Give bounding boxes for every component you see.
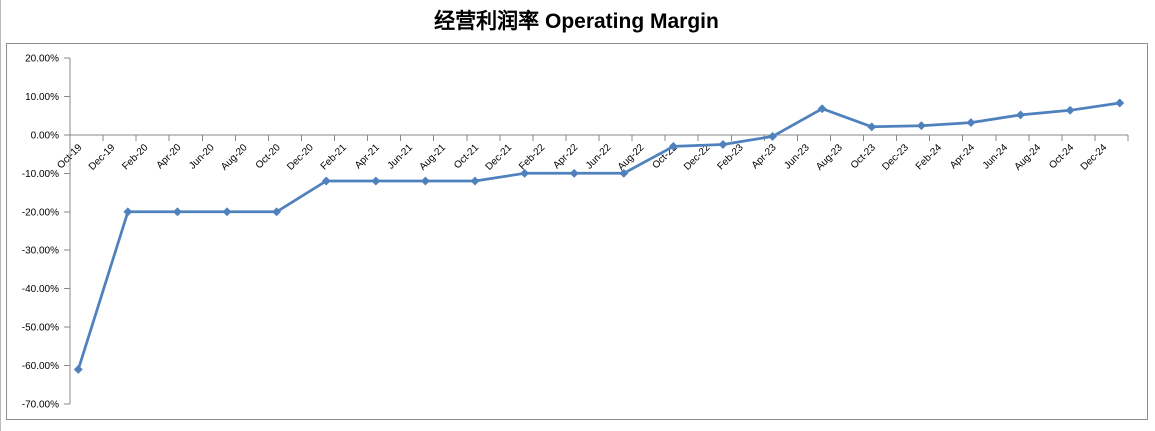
y-axis-tick-label: -10.00%: [22, 169, 59, 180]
sheet-edge-line: [0, 0, 1, 431]
x-axis: Oct-19 Dec-19 Feb-20 Apr-20 Jun-20 Aug-20 Oct-…: [55, 134, 1129, 173]
data-point-marker: [916, 121, 926, 131]
y-axis-tick-label: -30.00%: [22, 246, 59, 257]
x-axis-tick-label: Jun-22: [584, 142, 614, 172]
data-point-marker: [222, 207, 232, 217]
x-axis-tick-label: Jun-20: [187, 142, 217, 172]
x-axis-tick-label: Dec-23: [880, 142, 911, 173]
y-axis-tick-label: 0.00%: [31, 130, 59, 141]
chart-title: 经营利润率 Operating Margin: [434, 10, 719, 33]
x-axis-tick-label: Feb-23: [715, 142, 745, 172]
x-axis-tick-label: Feb-22: [517, 142, 547, 172]
x-axis-tick-label: Jun-24: [981, 142, 1011, 172]
data-point-marker: [123, 207, 133, 217]
data-point-marker: [768, 131, 778, 141]
x-axis-tick-label: Apr-20: [155, 142, 184, 171]
data-point-marker: [73, 364, 83, 374]
y-axis-tick-label: 10.00%: [25, 92, 59, 103]
x-axis-tick-label: Oct-21: [452, 142, 481, 171]
x-axis-tick-label: Apr-23: [750, 142, 779, 171]
x-axis-tick-label: Jun-21: [386, 142, 416, 172]
data-point-marker: [371, 176, 381, 186]
y-axis-tick-label: -70.00%: [22, 400, 59, 411]
x-axis-tick-label: Dec-21: [484, 142, 515, 173]
data-point-marker: [520, 168, 530, 178]
data-point-marker: [420, 176, 430, 186]
chart-plot-frame: [6, 43, 1148, 420]
x-axis-tick-label: Oct-24: [1047, 142, 1076, 171]
y-axis-tick-label: 20.00%: [25, 54, 59, 65]
data-point-marker: [172, 207, 183, 217]
x-axis-tick-label: Feb-21: [319, 142, 349, 172]
data-point-marker: [321, 176, 331, 186]
y-axis-tick-label: -20.00%: [22, 207, 59, 218]
data-point-marker: [718, 139, 728, 150]
data-point-marker: [966, 118, 976, 128]
y-axis-tick-label: -40.00%: [22, 284, 59, 295]
x-axis-tick-label: Feb-20: [120, 142, 150, 172]
x-axis-tick-label: Dec-19: [87, 142, 118, 173]
data-point-marker: [470, 176, 480, 186]
data-point-marker: [668, 141, 678, 151]
x-axis-tick-label: Aug-20: [219, 142, 250, 173]
x-axis-tick-label: Feb-24: [914, 142, 944, 172]
data-point-marker: [817, 104, 827, 114]
y-axis: 20.00% 10.00% 0.00% -10.00% -20.00% -30.00% -4…: [22, 54, 71, 411]
x-axis-tick-label: Apr-21: [353, 142, 382, 171]
x-axis-tick-label: Aug-24: [1013, 142, 1044, 173]
x-axis-tick-label: Jun-23: [782, 142, 812, 172]
data-point-marker: [619, 168, 629, 178]
data-point-marker: [569, 168, 579, 178]
data-point-marker: [1065, 105, 1075, 115]
series-line: [76, 101, 1122, 371]
x-axis-tick-label: Apr-22: [551, 142, 580, 171]
x-axis-tick-label: Aug-23: [814, 142, 845, 173]
x-axis-tick-label: Oct-23: [849, 142, 878, 171]
x-axis-tick-label: Aug-21: [417, 142, 448, 173]
x-axis-tick-label: Dec-20: [285, 142, 316, 173]
data-point-marker: [1015, 110, 1026, 120]
data-point-marker: [1115, 98, 1125, 108]
x-axis-tick-label: Apr-24: [948, 142, 977, 171]
data-point-marker: [272, 207, 282, 217]
data-point-marker: [867, 122, 877, 132]
series-operating-margin: [73, 98, 1125, 374]
y-axis-tick-label: -50.00%: [22, 323, 59, 334]
x-axis-tick-label: Oct-20: [254, 142, 283, 171]
x-axis-tick-label: Dec-24: [1079, 142, 1110, 173]
y-axis-tick-label: -60.00%: [22, 361, 59, 372]
